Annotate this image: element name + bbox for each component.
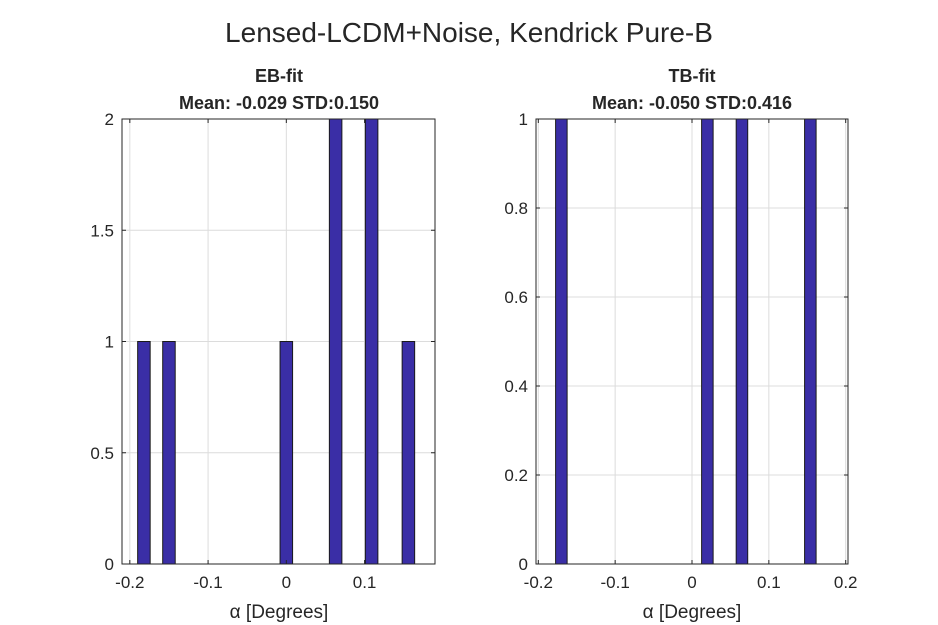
tb-x-tick-label: 0: [687, 573, 696, 592]
tb-y-tick-label: 0.2: [504, 466, 528, 485]
eb-y-tick-label: 1.5: [90, 221, 114, 240]
tb-x-tick-label: 0.2: [834, 573, 858, 592]
tb-bars: [555, 118, 817, 565]
tb-x-tick-label: -0.2: [524, 573, 553, 592]
eb-y-tick-label: 0.5: [90, 444, 114, 463]
eb-bar: [328, 118, 343, 565]
eb-bar: [279, 341, 294, 565]
tb-x-tick-label: 0.1: [757, 573, 781, 592]
tb-fit-panel: TB-fit Mean: -0.050 STD:0.416 -0.2 -0.1 0 0…: [504, 66, 857, 623]
tb-y-tick-label: 0.6: [504, 288, 528, 307]
figure-suptitle: Lensed-LCDM+Noise, Kendrick Pure-B: [225, 17, 713, 48]
eb-y-tick-label: 1: [105, 333, 114, 352]
eb-bar: [137, 341, 151, 565]
tb-panel-title: TB-fit: [669, 66, 716, 86]
eb-fit-panel: EB-fit Mean: -0.029 STD:0.150 -0.2 -0.1 0 0…: [90, 66, 436, 623]
tb-bar: [555, 118, 568, 565]
eb-x-axis-label: α [Degrees]: [230, 602, 329, 623]
eb-x-tick-label: 0: [282, 573, 291, 592]
tb-bar: [701, 118, 714, 565]
eb-ticks: -0.2 -0.1 0 0.1 0 0.5 1 1.5 2: [90, 110, 435, 592]
tb-bar: [804, 118, 817, 565]
tb-panel-subtitle: Mean: -0.050 STD:0.416: [592, 93, 792, 113]
eb-panel-title: EB-fit: [255, 66, 303, 86]
tb-x-tick-label: -0.1: [601, 573, 630, 592]
eb-bar: [364, 118, 379, 565]
tb-y-tick-label: 0.8: [504, 199, 528, 218]
eb-x-tick-label: -0.2: [115, 573, 144, 592]
tb-y-tick-label: 0.4: [504, 377, 528, 396]
eb-x-tick-label: 0.1: [353, 573, 377, 592]
tb-gridlines: [536, 118, 848, 565]
eb-x-tick-label: -0.1: [193, 573, 222, 592]
eb-y-tick-label: 2: [105, 110, 114, 129]
eb-panel-subtitle: Mean: -0.029 STD:0.150: [179, 93, 379, 113]
tb-y-tick-label: 0: [519, 555, 528, 574]
eb-bar: [401, 341, 416, 565]
tb-ticks: -0.2 -0.1 0 0.1 0.2 0 0.2 0.4 0.6 0.8 1: [504, 110, 857, 592]
tb-y-tick-label: 1: [519, 110, 528, 129]
eb-y-tick-label: 0: [105, 555, 114, 574]
tb-x-axis-label: α [Degrees]: [643, 602, 742, 623]
eb-bar: [162, 341, 176, 565]
eb-bars: [137, 118, 416, 565]
tb-bar: [735, 118, 749, 565]
